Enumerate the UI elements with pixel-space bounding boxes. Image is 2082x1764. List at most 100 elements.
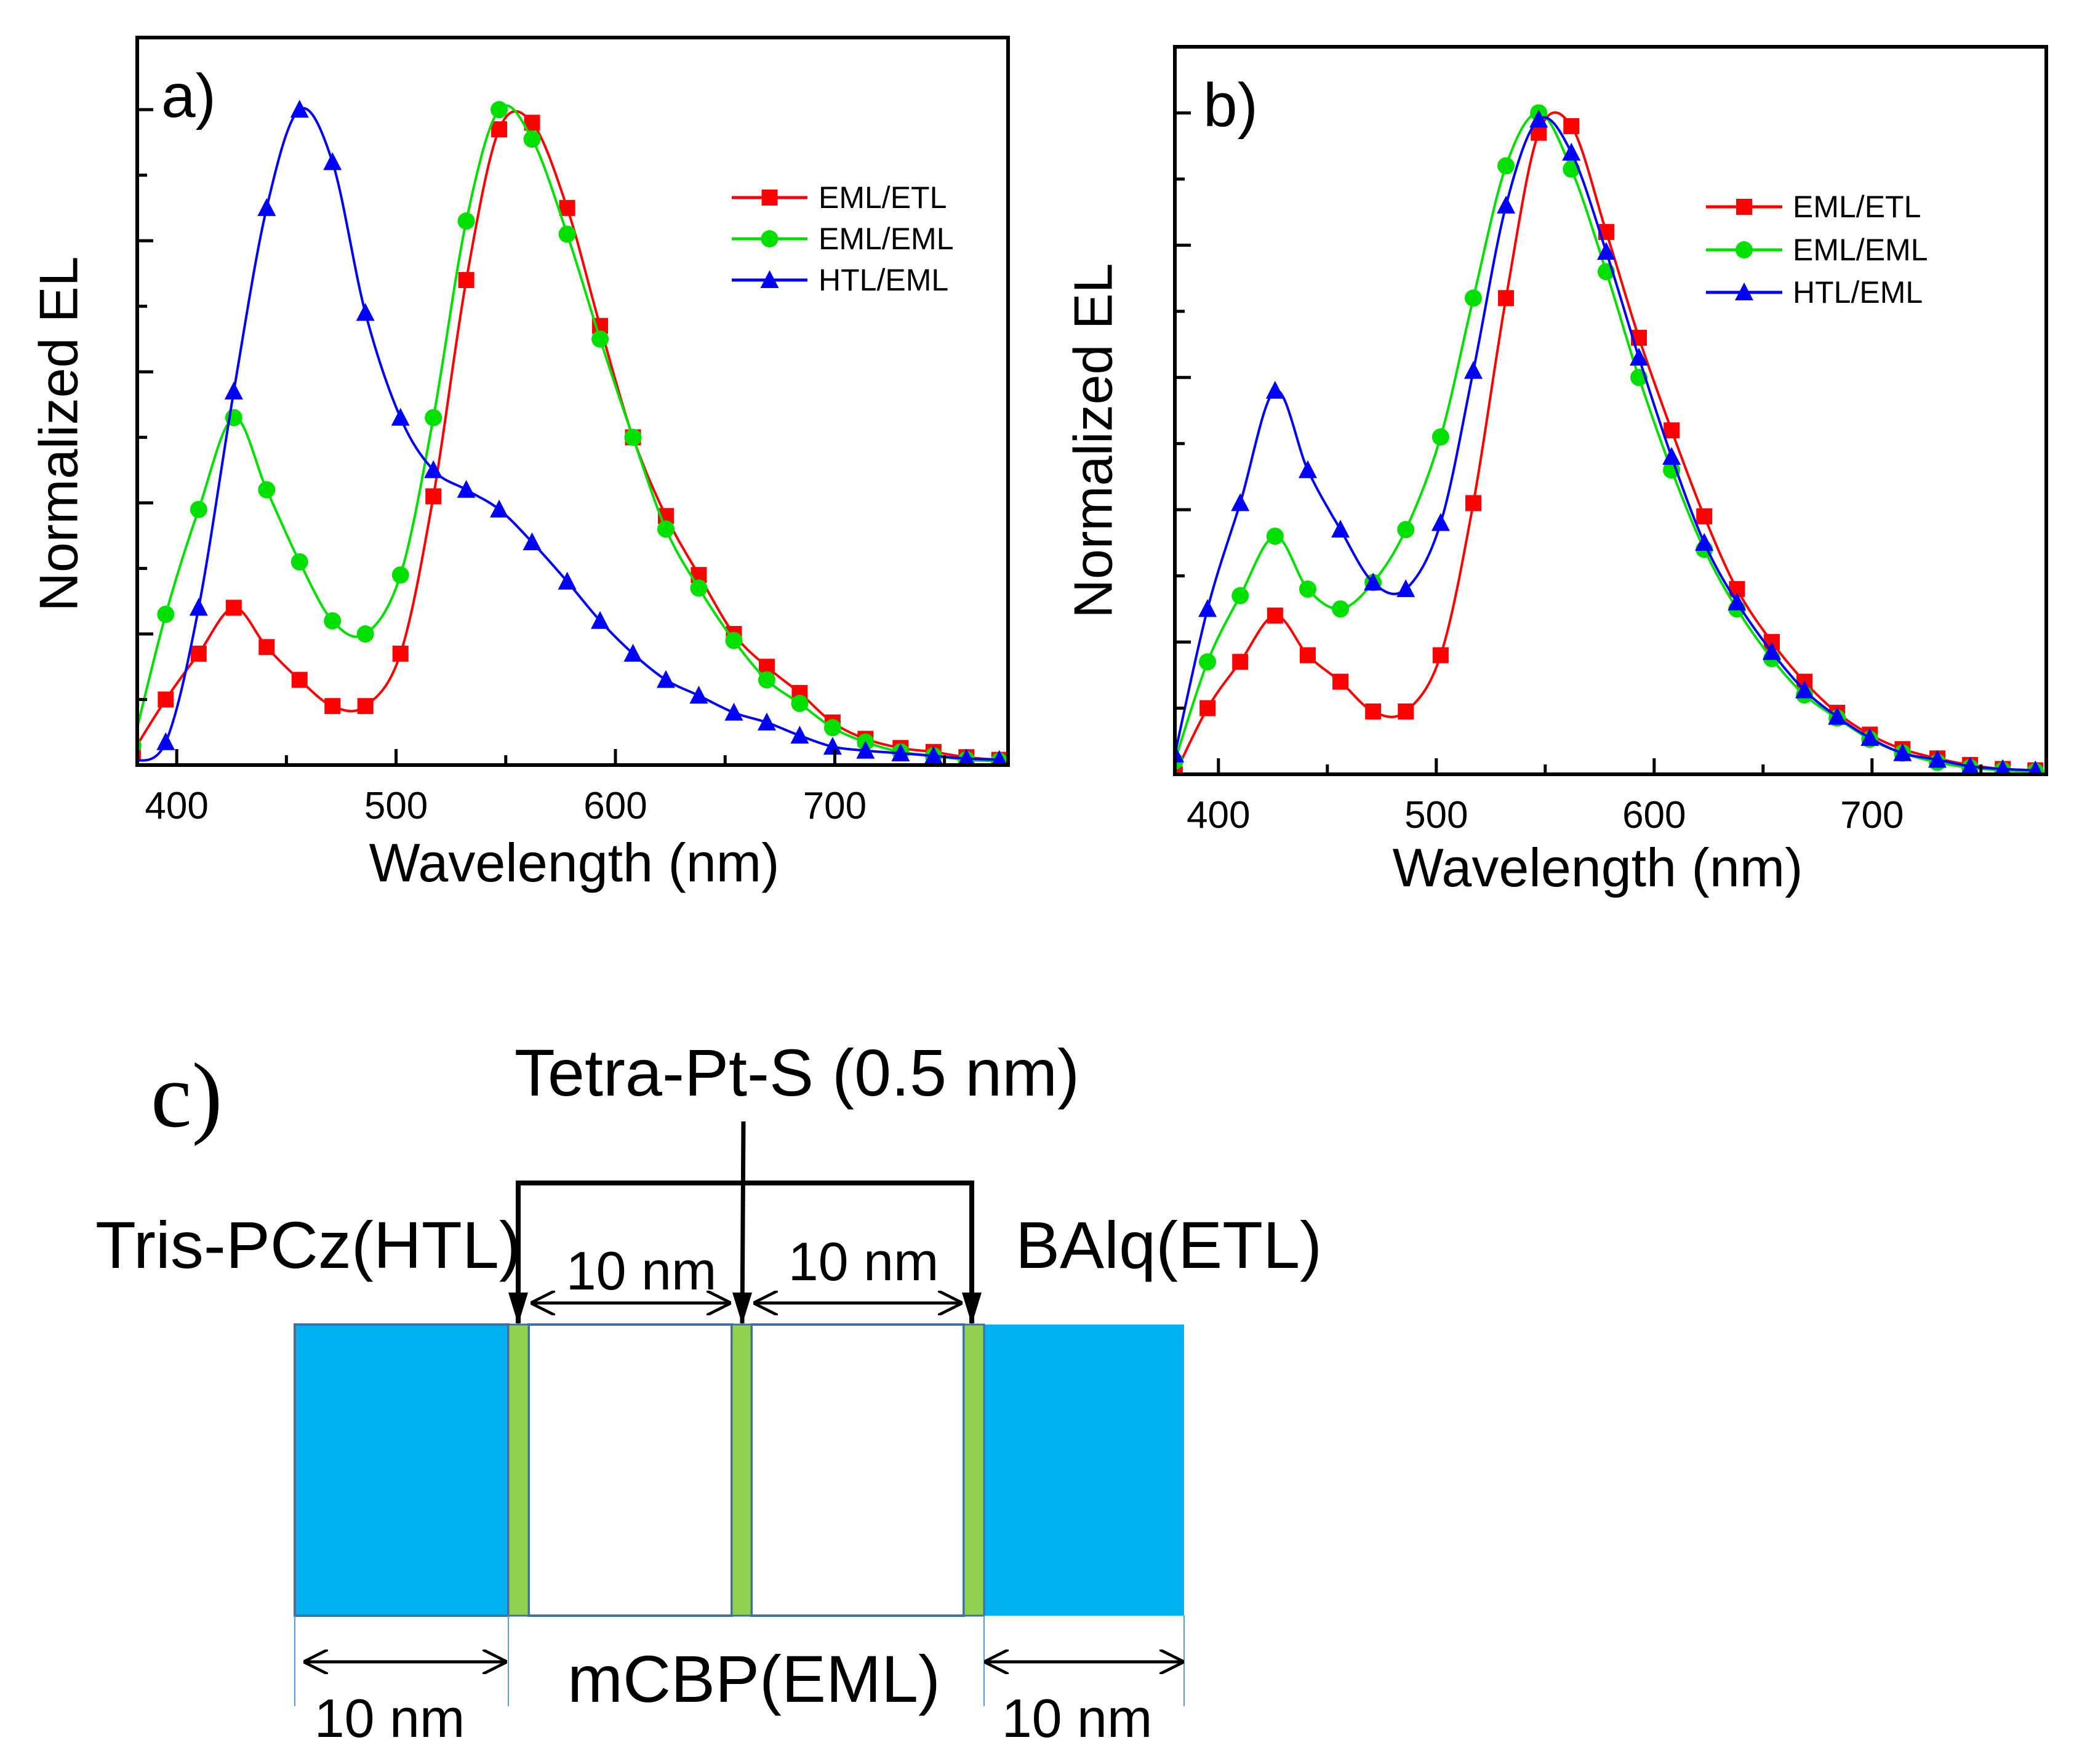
data-point — [958, 748, 975, 765]
etl-thickness: 10 nm — [1002, 1688, 1153, 1749]
series-line — [1175, 111, 2036, 774]
data-point — [991, 750, 1007, 765]
data-point — [424, 460, 443, 478]
data-point — [425, 488, 442, 505]
chart-b: EML/ETL EML/EML HTL/EML 400 500 600 700 Wavelen… — [1062, 45, 2048, 898]
data-point — [1961, 756, 1980, 774]
eml-layer-2 — [750, 1323, 965, 1617]
data-point — [1231, 493, 1250, 511]
data-point — [224, 382, 243, 400]
data-point — [725, 631, 743, 649]
data-point — [1365, 703, 1382, 720]
data-point — [724, 702, 743, 721]
eml-label: mCBP(EML) — [567, 1642, 940, 1716]
data-point — [258, 481, 276, 499]
data-point — [1463, 361, 1483, 379]
data-point — [1231, 587, 1249, 604]
data-point — [1331, 519, 1350, 538]
series-htl-eml — [137, 100, 1007, 765]
series-line — [137, 107, 999, 762]
eml2-thickness: 10 nm — [788, 1231, 939, 1292]
data-point — [490, 101, 508, 119]
panel-label: a) — [161, 62, 216, 130]
data-point — [1199, 700, 1216, 716]
data-point — [591, 330, 609, 348]
y-axis-title: Normalized EL — [1062, 263, 1123, 618]
data-point — [391, 407, 410, 426]
data-point — [690, 579, 708, 597]
data-point — [623, 643, 643, 662]
data-point — [1396, 579, 1415, 598]
x-tick-label: 500 — [1404, 794, 1468, 836]
data-point — [225, 599, 242, 616]
data-point — [323, 152, 342, 170]
legend-label: HTL/EML — [1793, 275, 1923, 310]
data-point — [1199, 653, 1217, 671]
x-tick-label: 600 — [1622, 794, 1686, 836]
data-point — [1497, 195, 1516, 214]
data-point — [1332, 673, 1349, 690]
pointer-line — [740, 1121, 746, 1324]
data-point — [1299, 580, 1316, 598]
dopant-layer-2 — [731, 1323, 753, 1617]
data-point — [1431, 513, 1450, 531]
data-point — [1465, 495, 1481, 511]
x-tick-label: 700 — [803, 785, 867, 827]
arrow-head-2 — [732, 1293, 752, 1325]
htl-label: Tris-PCz(HTL) — [95, 1208, 521, 1282]
data-point — [523, 130, 541, 148]
data-point — [823, 719, 841, 737]
etl-layer — [984, 1325, 1184, 1616]
panel-label: b) — [1203, 71, 1258, 140]
data-point — [1364, 572, 1383, 591]
data-point — [791, 694, 809, 712]
eml-layer-1 — [527, 1323, 733, 1617]
legend-marker — [1735, 283, 1753, 300]
x-axis-title: Wavelength (nm) — [369, 832, 780, 893]
data-point — [1563, 118, 1580, 134]
arrow-head-1 — [508, 1293, 528, 1325]
chart-a: EML/ETL EML/EML HTL/EML 400 500 600 700 Wavelen… — [28, 36, 1010, 893]
data-point — [1630, 348, 1649, 366]
data-point — [158, 691, 174, 708]
data-point — [1695, 532, 1714, 551]
legend-label: EML/ETL — [1793, 190, 1921, 224]
dopant-label: Tetra-Pt-S (0.5 nm) — [514, 1035, 1079, 1110]
data-point — [1175, 744, 1184, 763]
data-point — [891, 743, 910, 761]
data-point — [823, 737, 842, 755]
data-point — [257, 198, 276, 216]
y-axis-title: Normalized EL — [28, 256, 89, 611]
data-point — [689, 686, 708, 704]
data-point — [357, 698, 374, 715]
data-point — [1928, 750, 1947, 768]
data-point — [1662, 447, 1681, 465]
legend-label: EML/EML — [1793, 233, 1928, 267]
data-point — [458, 272, 474, 288]
x-axis-title: Wavelength (nm) — [1393, 837, 1803, 898]
legend-marker — [1736, 241, 1753, 259]
legend-label: HTL/EML — [819, 263, 948, 297]
data-point — [1893, 743, 1912, 761]
dopant-layer-3 — [963, 1323, 985, 1617]
data-point — [1596, 242, 1616, 260]
data-point — [490, 499, 509, 518]
data-point — [324, 612, 342, 630]
data-point — [624, 428, 642, 446]
x-tick-label: 400 — [1187, 794, 1250, 836]
data-point — [324, 698, 341, 715]
htl-layer — [294, 1323, 510, 1617]
data-point — [924, 746, 943, 764]
x-tick-label: 600 — [583, 785, 647, 827]
data-point — [591, 611, 610, 629]
dopant-layer-1 — [507, 1323, 530, 1617]
htl-thickness: 10 nm — [314, 1688, 465, 1749]
data-point — [1664, 422, 1680, 439]
data-point — [1860, 728, 1880, 746]
data-point — [1397, 521, 1415, 539]
data-point — [523, 532, 542, 550]
data-point — [457, 479, 476, 498]
x-tick-label: 700 — [1840, 794, 1904, 836]
